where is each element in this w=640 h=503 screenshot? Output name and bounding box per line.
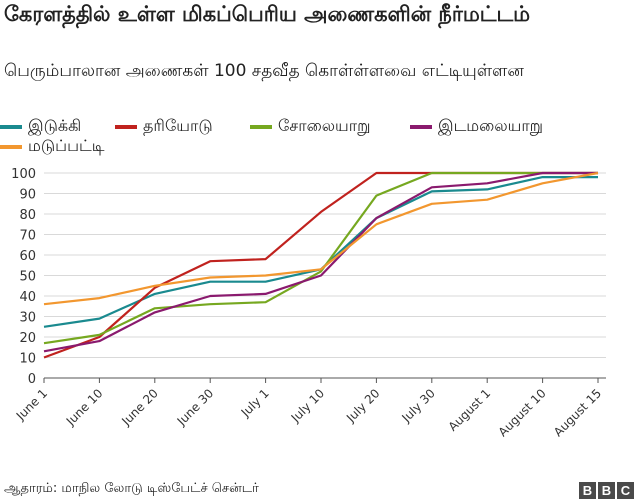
legend-swatch [250, 124, 272, 129]
legend-label: தரியோடு [143, 116, 213, 135]
legend-label: இடமலையாறு [438, 116, 544, 135]
series-line [43, 171, 599, 306]
x-tick-label: July 10 [288, 386, 327, 425]
series-line [43, 171, 598, 359]
x-tick-label: August 15 [551, 386, 604, 439]
legend-item: இடமலையாறு [410, 116, 543, 137]
x-tick-label: July 30 [399, 386, 438, 425]
y-tick-label: 40 [19, 290, 36, 305]
y-tick-label: 70 [19, 229, 36, 244]
source-note: ஆதாரம்: மாநில லோடு டிஸ்பேட்ச் சென்டர் [4, 481, 259, 496]
bbc-logo-letter: B [598, 482, 615, 499]
y-tick-label: 10 [19, 352, 36, 367]
bbc-logo: B B C [579, 482, 634, 499]
legend-swatch [115, 124, 137, 129]
legend-label: இடுக்கி [28, 116, 82, 135]
legend-label: மடுப்பட்டி [28, 136, 105, 155]
bbc-logo-letter: B [579, 482, 596, 499]
x-tick-label: July 20 [343, 386, 382, 425]
legend-item: இடுக்கி [0, 116, 81, 137]
y-tick-label: 80 [19, 208, 36, 223]
x-tick-label: June 30 [174, 386, 217, 429]
chart-title: கேரளத்தில் உள்ள மிகப்பெரிய அணைகளின் நீர்… [4, 2, 531, 26]
legend-swatch [0, 144, 22, 149]
y-tick-label: 30 [19, 311, 36, 326]
legend-item: தரியோடு [115, 116, 213, 137]
series-line [43, 176, 598, 328]
x-tick-label: June 1 [13, 386, 50, 423]
legend-swatch [410, 124, 432, 129]
chart-legend: இடுக்கி தரியோடு சோலையாறு இடமலையாறு மடுப்பட்ட… [0, 116, 640, 156]
x-tick-label: June 10 [63, 386, 106, 429]
bbc-logo-letter: C [617, 482, 634, 499]
y-tick-label: 20 [19, 331, 36, 346]
legend-item: மடுப்பட்டி [0, 136, 104, 157]
series-line [43, 171, 598, 345]
y-tick-label: 90 [19, 188, 36, 203]
chart-subtitle: பெரும்பாலான அணைகள் 100 சதவீத கொள்ள்ளவை எ… [4, 61, 524, 81]
legend-label: சோலையாறு [278, 116, 371, 135]
y-tick-label: 50 [19, 270, 36, 285]
legend-item: சோலையாறு [250, 116, 370, 137]
line-chart: 0 10 20 30 40 50 60 70 80 90 100 June 1 June 10 June … [11, 167, 606, 439]
series-line [43, 171, 598, 353]
y-tick-label: 100 [11, 167, 36, 182]
y-tick-label: 0 [28, 372, 36, 387]
x-tick-label: June 20 [118, 386, 161, 429]
x-tick-label: July 1 [238, 386, 272, 420]
x-tick-label: August 10 [496, 386, 549, 439]
x-tick-label: August 1 [446, 386, 494, 434]
legend-swatch [0, 124, 22, 129]
y-tick-label: 60 [19, 249, 36, 264]
